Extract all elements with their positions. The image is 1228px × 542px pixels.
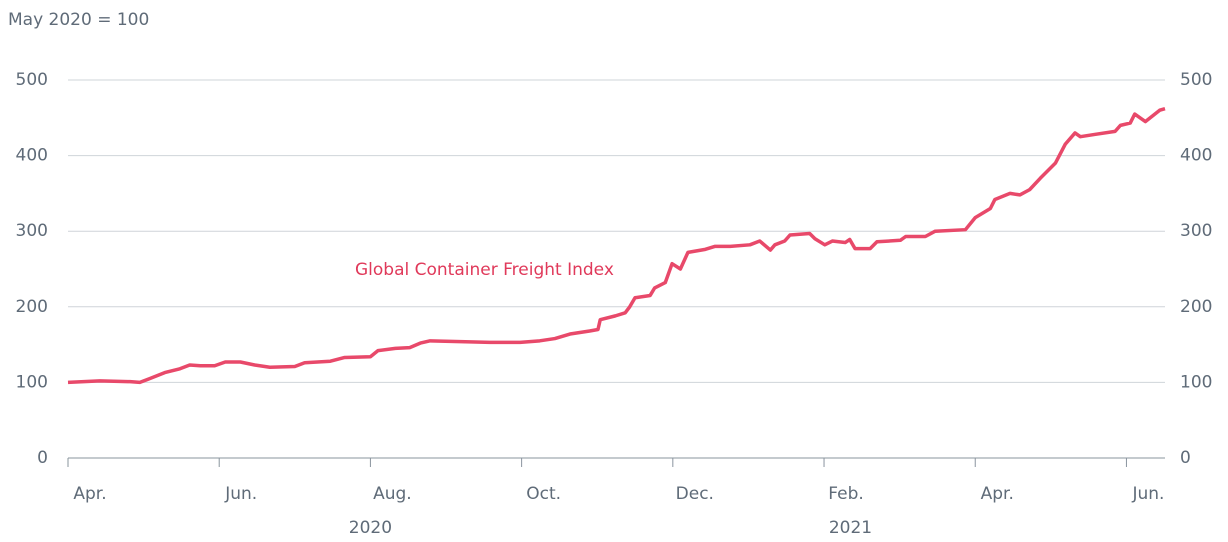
series-line xyxy=(67,107,1166,385)
x-tick-label: Apr. xyxy=(981,484,1014,504)
x-tick-label: Dec. xyxy=(676,484,714,504)
x-tick-label: Oct. xyxy=(526,484,561,504)
y2-tick-label: 400 xyxy=(1180,146,1212,166)
series-annotation: Global Container Freight Index xyxy=(355,260,614,280)
y2-tick-label: 100 xyxy=(1180,372,1212,392)
x-tick-label: Feb. xyxy=(828,484,864,504)
y2-tick-label: 300 xyxy=(1180,221,1212,241)
y-tick-label: 200 xyxy=(16,297,48,317)
x-tick-label: Jun. xyxy=(224,484,257,504)
unit-label: May 2020 = 100 xyxy=(8,10,149,30)
y-tick-label: 400 xyxy=(16,146,48,166)
y-tick-label: 0 xyxy=(37,448,48,468)
x-tick-label: Jun. xyxy=(1131,484,1164,504)
y-tick-label: 300 xyxy=(16,221,48,241)
y2-tick-label: 500 xyxy=(1180,70,1212,90)
y-tick-label: 500 xyxy=(16,70,48,90)
y2-tick-label: 0 xyxy=(1180,448,1191,468)
y-tick-label: 100 xyxy=(16,372,48,392)
year-label: 2021 xyxy=(829,518,872,538)
x-tick-label: Apr. xyxy=(73,484,106,504)
year-label: 2020 xyxy=(349,518,392,538)
y2-tick-label: 200 xyxy=(1180,297,1212,317)
x-tick-label: Aug. xyxy=(373,484,412,504)
